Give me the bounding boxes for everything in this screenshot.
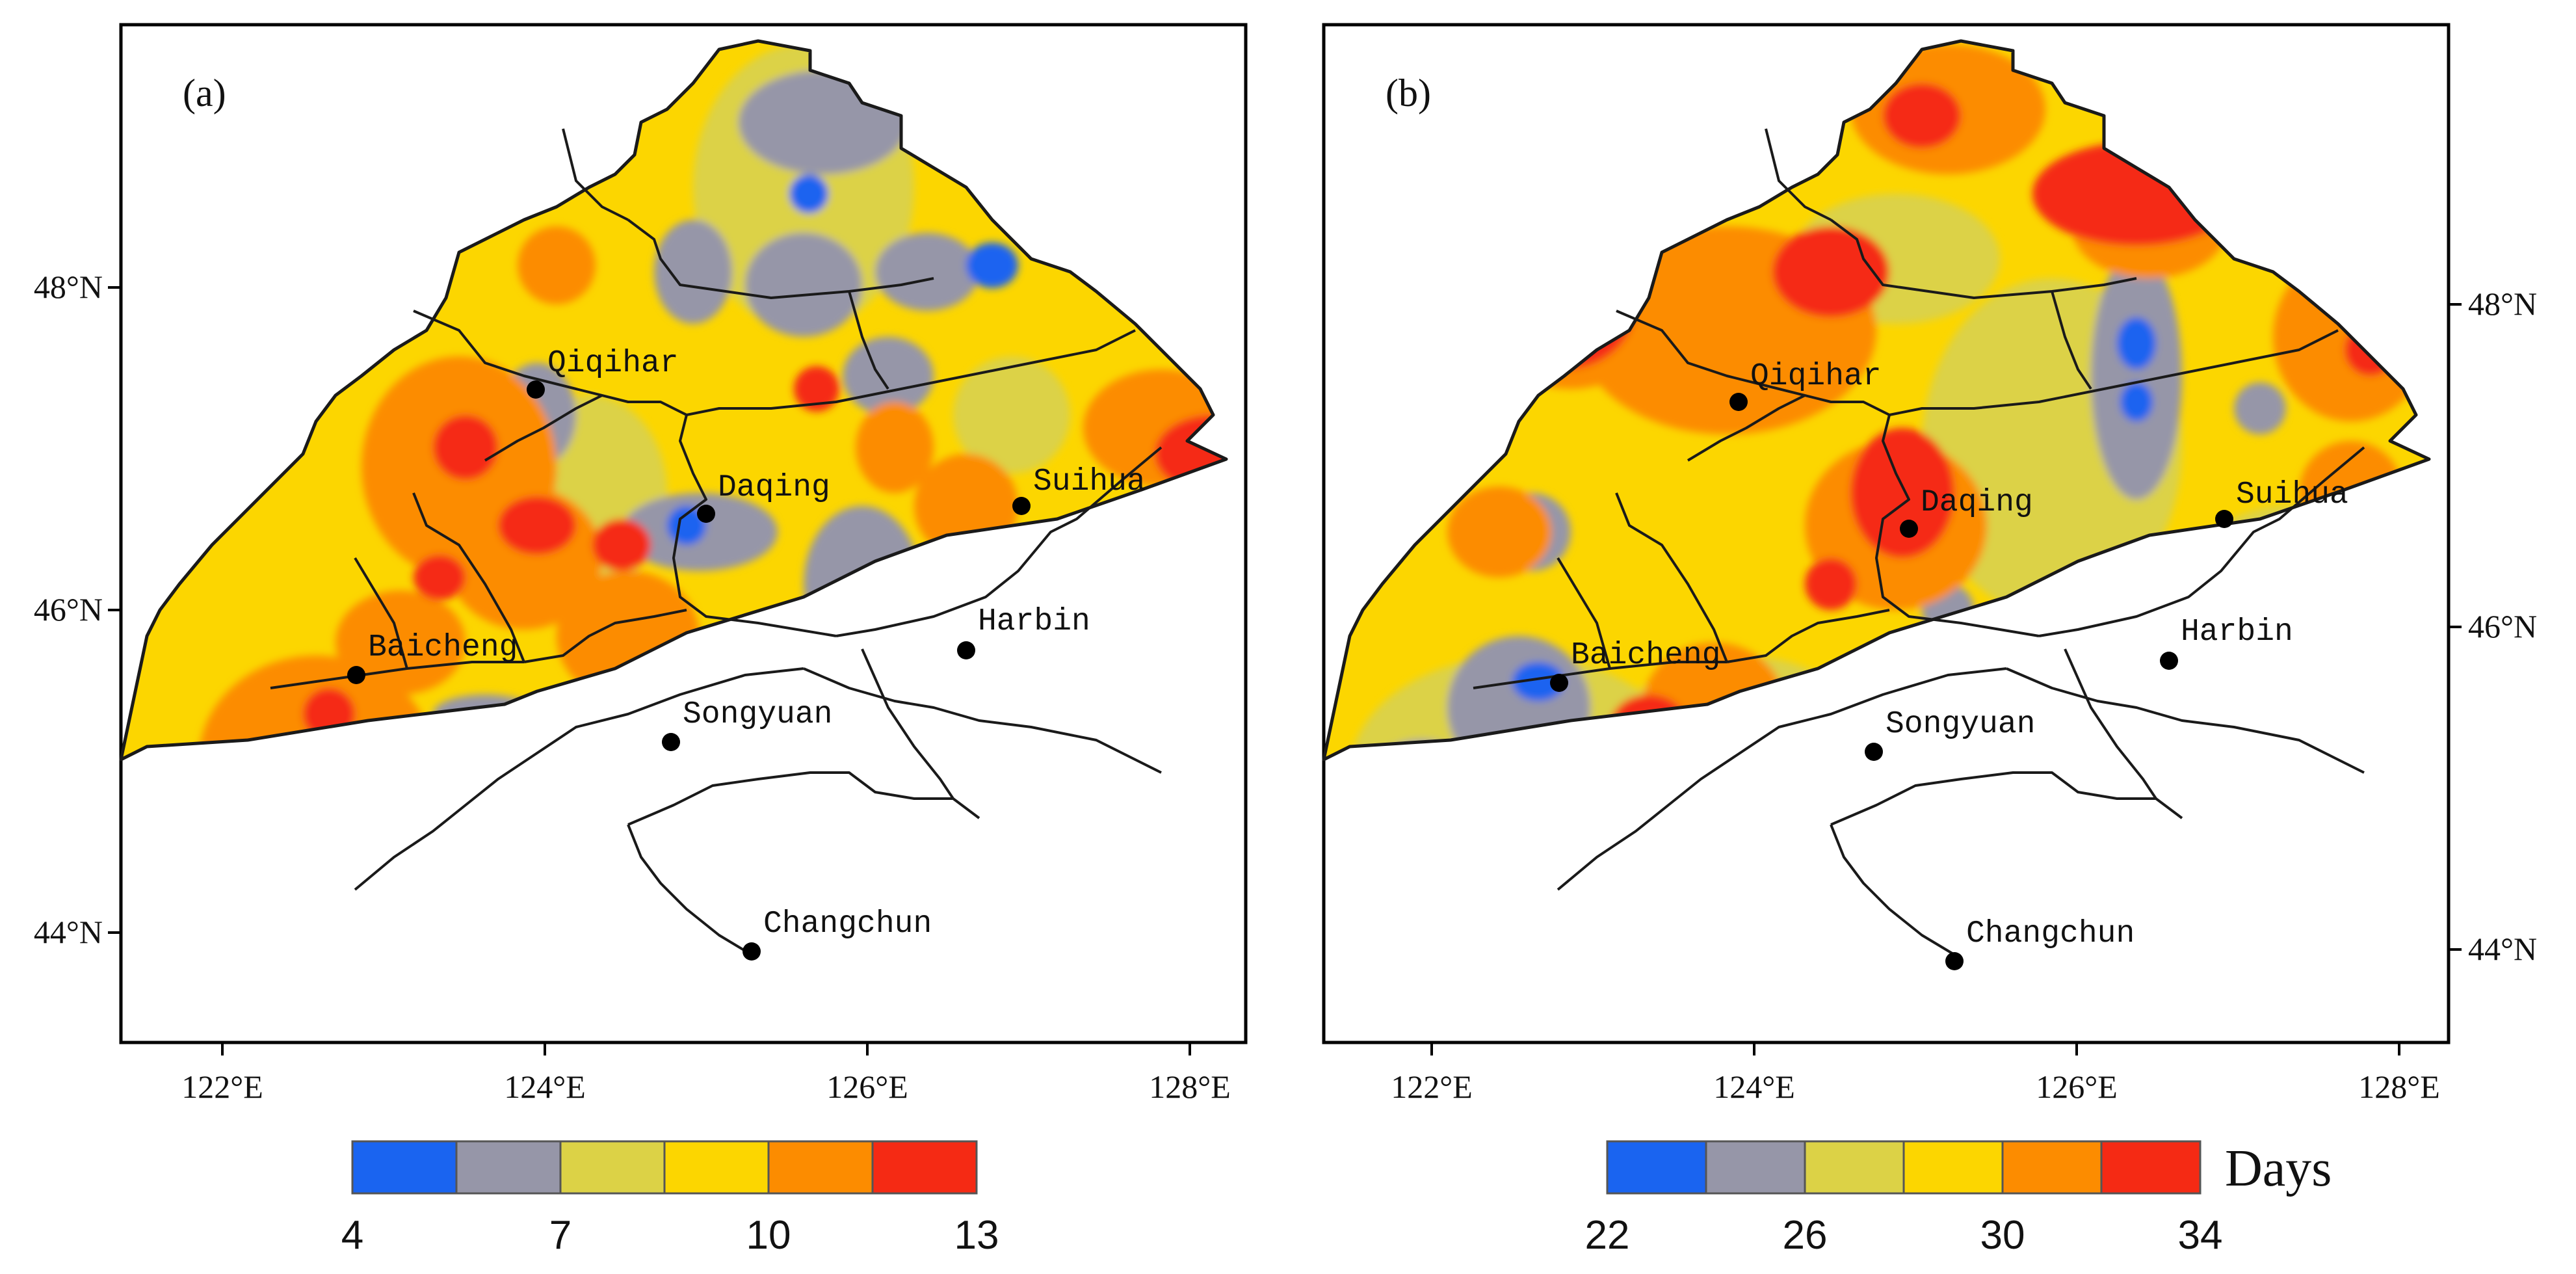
svg-text:Daqing: Daqing	[718, 470, 830, 505]
legend-swatch	[1902, 1140, 2004, 1195]
legend-swatch	[455, 1140, 562, 1195]
legend-swatch	[1606, 1140, 1707, 1195]
y-tick-label: 48°N	[34, 269, 103, 305]
legend-swatch	[1804, 1140, 1905, 1195]
svg-text:Songyuan: Songyuan	[683, 697, 832, 732]
y-tick-label: 46°N	[2468, 608, 2537, 644]
x-tick-label: 126°E	[2036, 1068, 2118, 1105]
x-tick-label: 126°E	[826, 1068, 908, 1105]
y-tick-label: 48°N	[2468, 285, 2537, 322]
svg-text:Changchun: Changchun	[1966, 916, 2135, 951]
x-tick-label: 124°E	[504, 1068, 586, 1105]
legend-swatch	[767, 1140, 874, 1195]
panel-b-label: (b)	[1386, 72, 1431, 114]
legend-tick-label: 10	[746, 1213, 791, 1258]
legend-tick-label: 4	[341, 1213, 363, 1258]
x-tick-label: 128°E	[1149, 1068, 1231, 1105]
legend-swatch	[871, 1140, 978, 1195]
svg-text:Harbin: Harbin	[2181, 615, 2293, 650]
legend-tick-label: 13	[954, 1213, 999, 1258]
svg-text:Qiqihar: Qiqihar	[547, 346, 679, 381]
panel-a-boundaries	[270, 128, 1163, 956]
svg-text:Suihua: Suihua	[2236, 477, 2348, 512]
panel-a-x-axis: 122°E 124°E 126°E 128°E	[181, 1042, 1231, 1105]
x-tick-label: 122°E	[181, 1068, 263, 1105]
city-changchun: Changchun	[743, 907, 932, 961]
panel-b-x-axis: 122°E 124°E 126°E 128°E	[1391, 1042, 2440, 1105]
legend-swatch	[1705, 1140, 1806, 1195]
city-baicheng: Baicheng	[1550, 638, 1720, 692]
svg-text:Baicheng: Baicheng	[1571, 638, 1720, 673]
x-tick-label: 128°E	[2358, 1068, 2440, 1105]
panel-b-frame	[1322, 23, 2451, 1044]
svg-text:Changchun: Changchun	[763, 907, 932, 942]
legend-swatch	[663, 1140, 770, 1195]
city-suihua: Suihua	[2215, 477, 2348, 528]
legend-tick-label: 22	[1585, 1213, 1630, 1258]
x-tick-label: 122°E	[1391, 1068, 1473, 1105]
legend-tick-label: 26	[1783, 1213, 1828, 1258]
panel-a-cities: Qiqihar Daqing Suihua Harbin Baicheng So…	[347, 346, 1146, 961]
panel-b: Qiqihar Daqing Suihua Harbin Baicheng So…	[1322, 23, 2537, 1105]
legend-tick-label: 30	[1980, 1213, 2025, 1258]
svg-text:Daqing: Daqing	[1921, 485, 2033, 520]
y-tick-label: 44°N	[2468, 931, 2537, 967]
svg-text:Songyuan: Songyuan	[1886, 707, 2035, 742]
legend-a: 4 7 10 13	[341, 1140, 999, 1258]
city-changchun: Changchun	[1945, 916, 2135, 970]
city-harbin: Harbin	[957, 604, 1090, 659]
city-baicheng: Baicheng	[347, 630, 518, 684]
panel-a-frame	[119, 23, 1248, 1044]
x-tick-label: 124°E	[1713, 1068, 1795, 1105]
panel-a-label: (a)	[183, 72, 226, 114]
city-suihua: Suihua	[1012, 464, 1146, 515]
svg-text:Harbin: Harbin	[978, 604, 1090, 639]
legend-tick-label: 34	[2178, 1213, 2223, 1258]
panel-b-map	[1324, 41, 2429, 760]
legend-units: Days	[2225, 1140, 2332, 1197]
svg-text:Qiqihar: Qiqihar	[1750, 359, 1882, 394]
panel-a-map	[121, 41, 1226, 760]
city-harbin: Harbin	[2160, 615, 2293, 670]
legend-swatch	[2001, 1140, 2103, 1195]
panel-b-boundaries	[1473, 128, 2365, 956]
svg-text:Baicheng: Baicheng	[368, 630, 518, 665]
legend-swatch	[559, 1140, 666, 1195]
legend-swatch	[351, 1140, 458, 1195]
panel-a: Qiqihar Daqing Suihua Harbin Baicheng So…	[34, 23, 1248, 1105]
legend-tick-label: 7	[549, 1213, 572, 1258]
svg-text:Suihua: Suihua	[1033, 464, 1146, 499]
panel-a-y-axis: 48°N 46°N 44°N	[34, 269, 121, 950]
legend-b: 22 26 30 34 Days	[1585, 1140, 2332, 1258]
city-daqing: Daqing	[1900, 485, 2033, 538]
city-songyuan: Songyuan	[662, 697, 832, 751]
city-songyuan: Songyuan	[1865, 707, 2035, 761]
city-qiqihar: Qiqihar	[1729, 359, 1882, 411]
city-qiqihar: Qiqihar	[527, 346, 679, 399]
y-tick-label: 44°N	[34, 914, 103, 950]
panel-b-y-axis: 48°N 46°N 44°N	[2449, 285, 2537, 967]
panel-b-cities: Qiqihar Daqing Suihua Harbin Baicheng So…	[1550, 359, 2348, 970]
y-tick-label: 46°N	[34, 591, 103, 628]
city-daqing: Daqing	[697, 470, 830, 523]
legend-swatch	[2100, 1140, 2201, 1195]
